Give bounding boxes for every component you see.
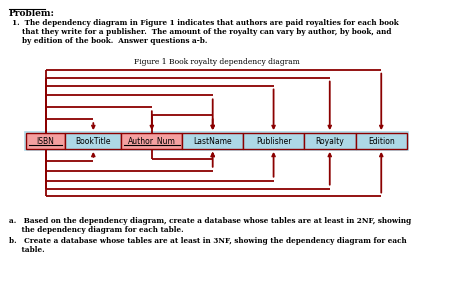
Text: ISBN: ISBN [36,136,55,145]
Bar [243,133,304,149]
Text: Edition: Edition [368,136,395,145]
Text: LastName: LastName [193,136,232,145]
Bar [26,133,65,149]
Text: Royalty: Royalty [315,136,344,145]
Text: b.   Create a database whose tables are at least in 3NF, showing the dependency : b. Create a database whose tables are at… [9,237,406,245]
Text: Author_Num: Author_Num [128,136,176,145]
Bar [25,132,408,150]
Text: a.   Based on the dependency diagram, create a database whose tables are at leas: a. Based on the dependency diagram, crea… [9,217,411,225]
Bar [304,133,356,149]
Bar [121,133,182,149]
Text: 1.  The dependency diagram in Figure 1 indicates that authors are paid royalties: 1. The dependency diagram in Figure 1 in… [12,19,399,27]
Text: the dependency diagram for each table.: the dependency diagram for each table. [9,226,183,234]
Text: BookTitle: BookTitle [75,136,111,145]
Bar [356,133,407,149]
Text: that they write for a publisher.  The amount of the royalty can vary by author, : that they write for a publisher. The amo… [12,28,392,36]
Text: Problem:: Problem: [9,9,55,18]
Bar [65,133,121,149]
Text: by edition of the book.  Answer questions a-b.: by edition of the book. Answer questions… [12,37,208,45]
Text: Publisher: Publisher [256,136,292,145]
Bar [182,133,243,149]
Text: Figure 1 Book royalty dependency diagram: Figure 1 Book royalty dependency diagram [134,58,300,66]
Text: table.: table. [9,246,44,254]
